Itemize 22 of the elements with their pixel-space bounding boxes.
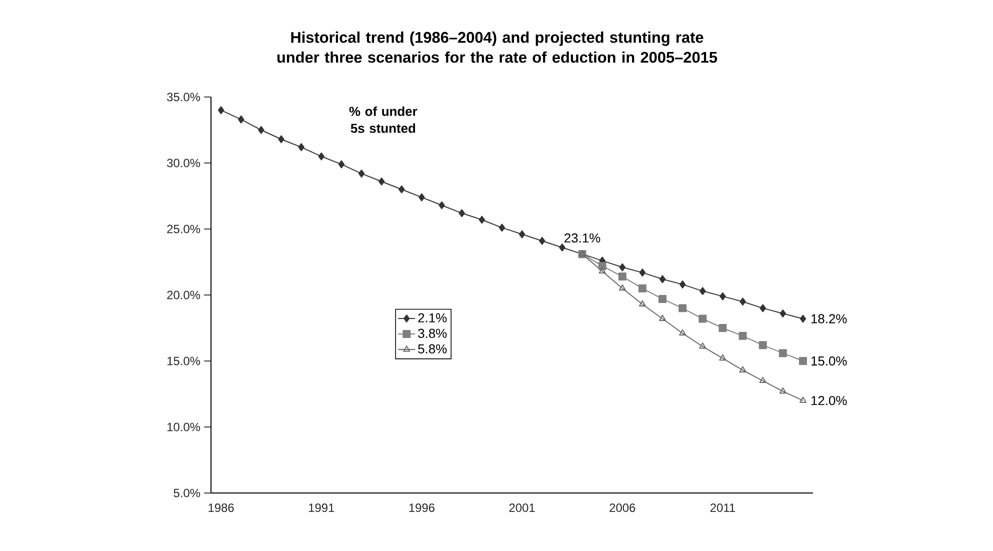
y-tick-label: 10.0% bbox=[167, 422, 200, 432]
legend-label: 5.8% bbox=[418, 344, 447, 354]
x-tick-label: 2001 bbox=[509, 504, 535, 512]
legend-label: 2.1% bbox=[418, 313, 447, 322]
data-label: 23.1% bbox=[564, 233, 600, 243]
data-label: 15.0% bbox=[811, 356, 847, 366]
y-tick-label: 5.0% bbox=[174, 488, 200, 498]
legend-label: 3.8% bbox=[418, 328, 447, 338]
x-tick-label: 2011 bbox=[710, 504, 735, 512]
y-tick-label: 30.0% bbox=[167, 158, 200, 168]
y-tick-label: 35.0% bbox=[167, 92, 200, 102]
y-axis-title: % of under 5s stunted bbox=[349, 106, 418, 133]
x-tick-label: 1986 bbox=[208, 504, 234, 512]
chart-title: Historical trend (1986–2004) and projected stunting rate under three scenarios for the rate of eduction in 2005–2015 bbox=[277, 32, 718, 63]
y-tick-label: 25.0% bbox=[167, 224, 200, 234]
x-tick-label: 1991 bbox=[308, 504, 334, 512]
data-label: 12.0% bbox=[811, 396, 847, 406]
data-label: 18.2% bbox=[811, 314, 847, 324]
x-tick-label: 2006 bbox=[610, 504, 636, 512]
x-tick-label: 1996 bbox=[409, 504, 434, 512]
y-tick-label: 15.0% bbox=[167, 356, 200, 366]
y-tick-label: 20.0% bbox=[167, 290, 200, 300]
